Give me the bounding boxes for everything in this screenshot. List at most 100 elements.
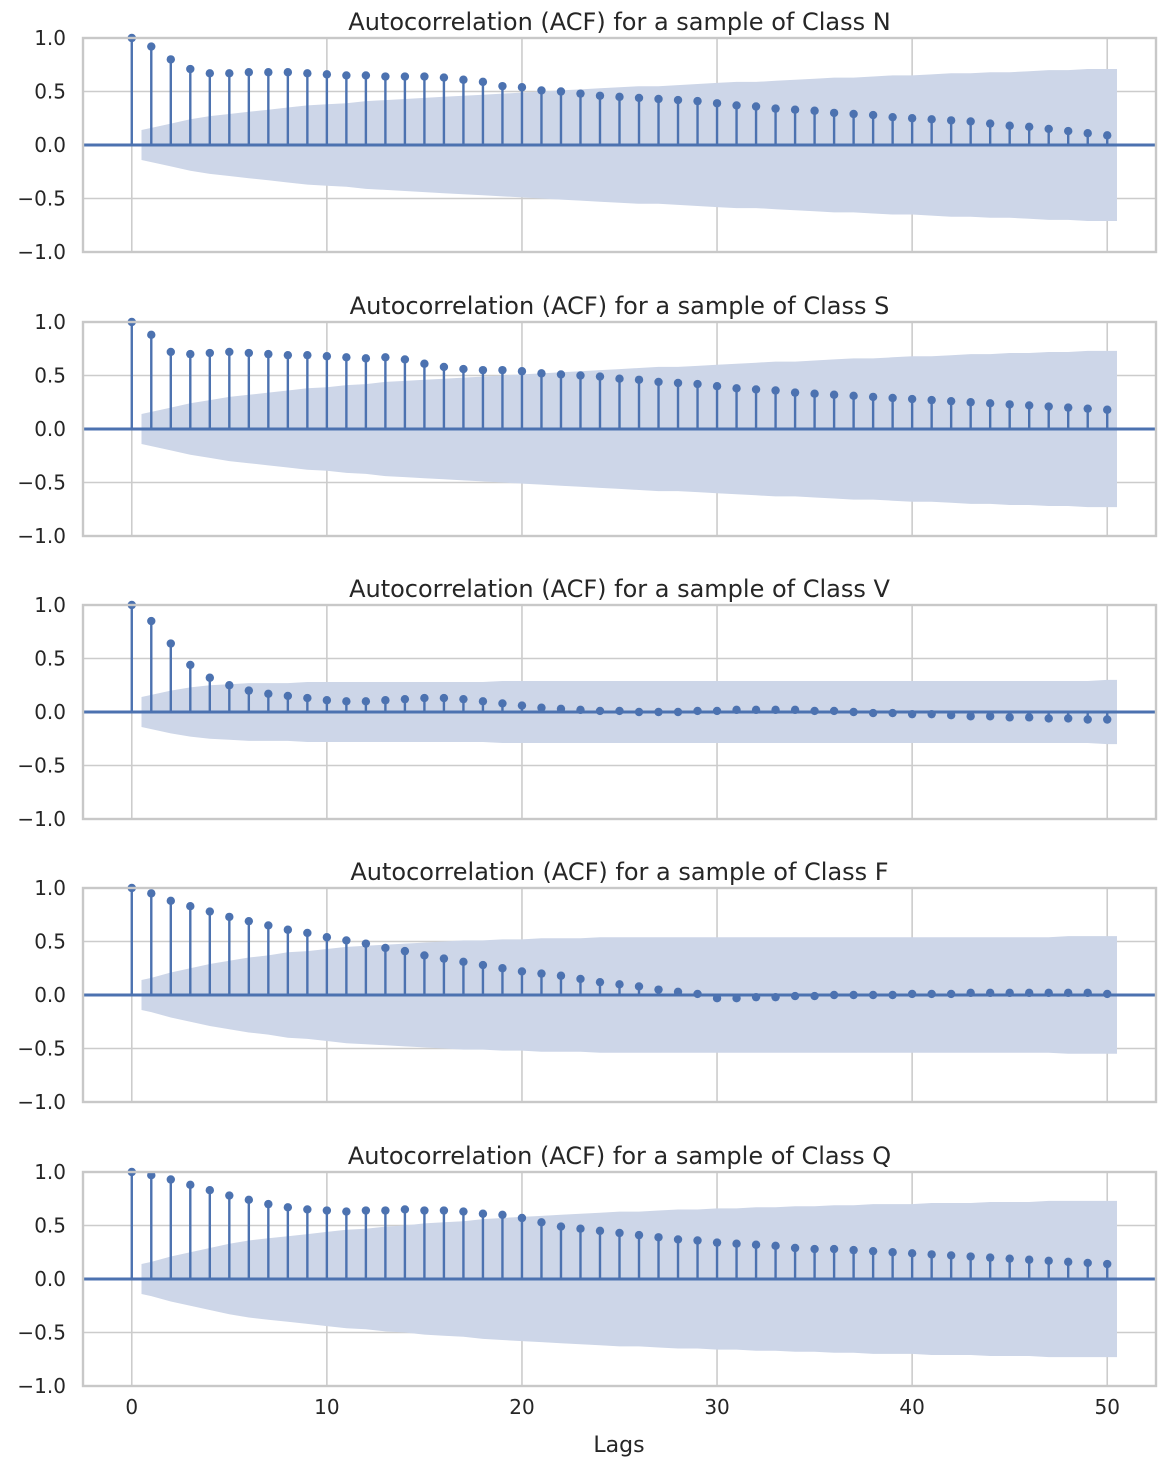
acf-point [946, 1251, 956, 1260]
acf-point [342, 353, 351, 362]
acf-point [537, 703, 546, 712]
acf-panel-2: Autocorrelation (ACF) for a sample of Cl… [17, 575, 1158, 831]
acf-point [634, 1230, 644, 1240]
acf-point [439, 73, 449, 82]
acf-point [615, 1228, 624, 1238]
y-tick-label: 0.5 [34, 80, 66, 104]
y-tick-label: −1.0 [17, 240, 66, 264]
y-tick-label: −0.5 [17, 471, 66, 495]
acf-point [205, 69, 215, 78]
acf-point [322, 70, 332, 79]
acf-point [771, 705, 780, 715]
acf-point [1064, 988, 1073, 998]
acf-point [654, 985, 663, 994]
acf-point [342, 1207, 351, 1216]
acf-point [966, 712, 975, 721]
acf-point [264, 689, 273, 699]
x-tick-label: 40 [899, 1395, 924, 1419]
acf-point [771, 992, 780, 1002]
acf-point [868, 1246, 878, 1256]
acf-point [966, 988, 975, 998]
acf-point [790, 1243, 800, 1253]
acf-point [478, 365, 488, 375]
acf-point [576, 89, 585, 98]
acf-point [478, 697, 488, 706]
acf-point [517, 367, 527, 376]
acf-point [166, 347, 175, 357]
acf-point [420, 72, 429, 81]
acf-point [790, 105, 800, 114]
acf-point [1024, 988, 1034, 998]
acf-point [537, 1218, 546, 1227]
acf-point [283, 691, 293, 701]
acf-point [381, 696, 390, 705]
acf-point [576, 974, 585, 984]
acf-point [303, 350, 312, 360]
acf-point [595, 706, 605, 716]
acf-point [322, 352, 332, 361]
y-tick-label: −0.5 [17, 1037, 66, 1061]
acf-point [420, 1206, 429, 1215]
acf-point [693, 989, 702, 999]
acf-point [205, 673, 215, 682]
acf-point [498, 81, 507, 91]
x-tick-labels: 0 10 20 30 40 50 [125, 1395, 1120, 1419]
acf-point [966, 117, 975, 126]
acf-point [634, 375, 644, 384]
axes-frame [81, 603, 1158, 821]
acf-point [1044, 1256, 1053, 1266]
acf-point [907, 709, 917, 719]
acf-point [1005, 713, 1014, 722]
acf-point [166, 55, 175, 64]
acf-point [712, 706, 722, 716]
acf-point [517, 1213, 527, 1223]
acf-point [868, 392, 878, 402]
acf-point [283, 350, 293, 360]
acf-point [907, 394, 917, 404]
acf-point [186, 1180, 195, 1190]
acf-point [888, 1248, 897, 1257]
acf-point [771, 104, 780, 113]
x-axis-label: Lags [593, 1433, 644, 1458]
acf-point [810, 106, 819, 115]
acf-point [166, 1175, 175, 1184]
acf-point [849, 391, 858, 401]
acf-point [1064, 126, 1073, 136]
acf-point [556, 1222, 566, 1231]
acf-point [907, 1249, 917, 1258]
acf-point [615, 92, 624, 102]
y-tick-label: 0.0 [34, 1267, 66, 1291]
acf-point [790, 388, 800, 397]
acf-point [946, 989, 956, 999]
y-tick-label: 1.0 [34, 1160, 66, 1184]
acf-point [517, 701, 527, 710]
axes-frame [81, 36, 1158, 254]
acf-point [576, 1224, 585, 1233]
acf-point [712, 994, 722, 1003]
acf-point [654, 1233, 663, 1242]
y-tick-label: −1.0 [17, 1090, 66, 1114]
acf-point [615, 374, 624, 383]
acf-point [732, 994, 741, 1003]
acf-point [322, 933, 332, 942]
acf-point [673, 95, 683, 105]
acf-point [205, 907, 215, 916]
acf-point [1103, 989, 1112, 999]
acf-point [400, 72, 410, 81]
x-tick-label: 10 [314, 1395, 339, 1419]
acf-point [693, 96, 702, 106]
acf-point [946, 396, 956, 406]
acf-point [829, 390, 839, 399]
acf-point [186, 901, 195, 911]
acf-point [888, 990, 897, 1000]
acf-point [1103, 715, 1112, 724]
acf-point [1083, 715, 1092, 724]
acf-point [1005, 121, 1014, 130]
acf-point [615, 980, 624, 989]
acf-point [342, 936, 351, 945]
acf-point [1005, 988, 1014, 998]
acf-point [225, 69, 234, 78]
acf-point [439, 693, 449, 703]
acf-point [810, 706, 819, 716]
acf-point [907, 989, 917, 999]
